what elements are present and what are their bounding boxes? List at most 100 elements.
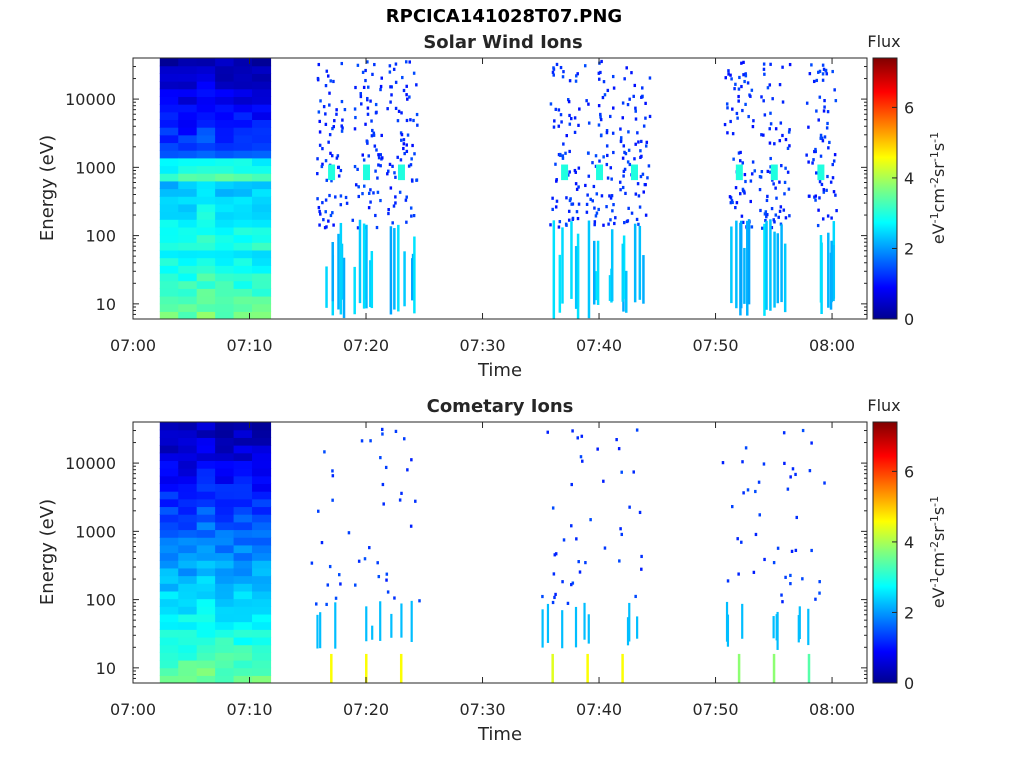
flux-pixel: [610, 194, 614, 198]
x-axis: 07:00 07:10 07:20 07:30 07:40 07:50 08:00: [110, 422, 855, 719]
flux-pixel: [813, 149, 816, 154]
flux-pixel: [327, 219, 330, 223]
x-tick-label: 07:00: [110, 700, 156, 719]
spectrogram-cell: [252, 88, 272, 97]
flux-pixel: [795, 515, 799, 520]
flux-pixel: [640, 95, 643, 99]
flux-pixel: [410, 214, 413, 218]
spectrogram-cell: [215, 621, 235, 630]
flux-pixel: [801, 428, 805, 433]
spectrogram-cell: [233, 652, 253, 661]
flux-streak: [798, 606, 801, 640]
flux-pixel: [759, 208, 762, 213]
flux-pixel: [807, 125, 810, 129]
flux-streak: [403, 251, 406, 307]
y-tick-label: 10: [96, 659, 116, 678]
spectrogram-cell: [178, 96, 198, 105]
flux-pixel: [762, 462, 766, 466]
spectrogram-cell: [233, 303, 253, 312]
flux-pixel: [744, 74, 748, 78]
flux-pixel: [737, 94, 740, 99]
flux-streak: [410, 600, 413, 642]
flux-pixel: [772, 218, 775, 222]
spectrogram-cell: [178, 537, 198, 546]
spectrogram-cell: [252, 219, 272, 228]
flux-pixel: [788, 62, 792, 67]
flux-streak: [574, 606, 578, 648]
flux-pixel: [595, 192, 599, 196]
spectrogram-cell: [196, 475, 216, 485]
flux-pixel: [385, 572, 389, 576]
flux-pixel: [634, 106, 637, 110]
flux-pixel: [794, 548, 798, 552]
spectrogram-cell: [252, 265, 272, 274]
flux-pixel: [627, 206, 630, 210]
spectrogram-cell: [159, 104, 179, 113]
flux-pixel: [812, 158, 815, 162]
spectrogram-cell: [159, 65, 179, 74]
flux-pixel: [602, 155, 605, 159]
flux-pixel: [613, 221, 616, 226]
flux-pixel: [735, 201, 739, 205]
flux-pixel: [634, 142, 637, 146]
flux-pixel: [359, 94, 363, 99]
spectrogram-cell: [215, 659, 235, 669]
spectrogram-cell: [252, 460, 272, 469]
flux-pixel: [778, 209, 782, 213]
flux-pixel: [760, 169, 764, 174]
flux-pixel: [411, 143, 414, 148]
spectrogram-cell: [215, 422, 235, 431]
flux-pixel: [369, 188, 372, 192]
flux-streak: [325, 266, 328, 308]
flux-pixel: [600, 133, 603, 137]
flux-pixel: [815, 109, 818, 113]
flux-pixel: [746, 81, 750, 85]
flux-pixel: [369, 99, 372, 103]
spectrogram-cell: [252, 659, 272, 669]
flux-streak: [576, 233, 580, 319]
spectrogram-cell: [196, 226, 216, 236]
flux-pixel: [554, 205, 558, 209]
flux-pixel: [406, 97, 409, 101]
flux-pixel: [764, 218, 767, 223]
flux-streak: [339, 222, 343, 315]
flux-pixel: [591, 199, 595, 203]
spectrogram-cell: [215, 249, 235, 259]
flux-pixel: [612, 203, 615, 207]
spectrogram-cell: [178, 180, 198, 190]
flux-pixel: [597, 207, 600, 212]
spectrogram-cell: [196, 272, 216, 282]
spectrogram-cell: [233, 498, 253, 508]
flux-pixel: [823, 99, 826, 103]
flux-pixel: [737, 87, 741, 91]
flux-pixel: [318, 223, 321, 227]
flux-streak: [743, 247, 746, 304]
spectrogram-cell: [196, 219, 216, 228]
flux-pixel: [817, 118, 820, 122]
y-tick-label: 10: [96, 295, 116, 314]
flux-peak: [551, 653, 554, 683]
flux-pixel: [818, 196, 821, 200]
flux-pixel: [602, 223, 605, 227]
spectrogram-cell: [215, 142, 235, 151]
spectrogram-cell: [159, 514, 179, 523]
flux-pixel: [818, 95, 822, 99]
x-tick-label: 07:10: [226, 700, 272, 719]
flux-streak: [773, 231, 776, 308]
spectrogram-cell: [196, 58, 216, 67]
flux-pixel: [820, 182, 824, 187]
flux-pixel: [821, 72, 825, 76]
flux-pixel: [331, 498, 334, 502]
spectrogram-cell: [215, 65, 235, 74]
spectrogram-cell: [178, 629, 198, 638]
flux-pixel: [831, 162, 835, 167]
flux-pixel: [721, 461, 725, 465]
flux-pixel: [819, 133, 823, 137]
flux-pixel: [758, 175, 762, 179]
flux-pixel: [333, 119, 336, 123]
flux-pixel: [564, 222, 568, 226]
spectrogram-cell: [233, 157, 253, 167]
flux-pixel: [594, 154, 598, 158]
flux-pixel: [366, 140, 369, 144]
flux-pixel: [829, 180, 833, 184]
